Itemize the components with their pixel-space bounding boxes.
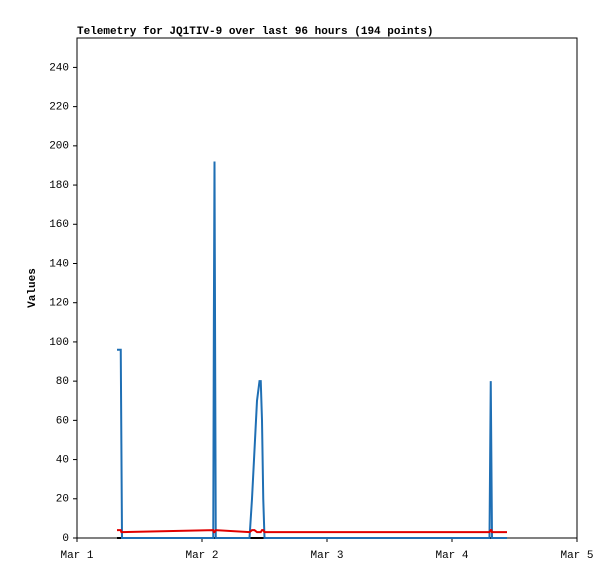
chart-title: Telemetry for JQ1TIV-9 over last 96 hour… [77, 26, 433, 38]
y-tick-label: 40 [56, 454, 69, 466]
y-tick-label: 20 [56, 494, 69, 506]
y-tick-label: 220 [49, 102, 69, 114]
y-tick-label: 120 [49, 298, 69, 310]
plot-frame [76, 37, 578, 539]
y-tick-label: 160 [49, 219, 69, 231]
x-tick-label: Mar 5 [560, 550, 593, 562]
y-tick-label: 100 [49, 337, 69, 349]
y-axis-label: Values [27, 268, 39, 308]
series-line [117, 161, 507, 539]
x-tick-label: Mar 4 [435, 550, 468, 562]
y-tick-label: 60 [56, 415, 69, 427]
y-tick-label: 200 [49, 141, 69, 153]
y-tick-label: 240 [49, 62, 69, 74]
series-line [117, 529, 507, 534]
y-tick-label: 0 [62, 533, 69, 545]
x-tick-label: Mar 1 [60, 550, 93, 562]
x-tick-label: Mar 2 [185, 550, 218, 562]
y-tick-label: 140 [49, 258, 69, 270]
x-tick-label: Mar 3 [310, 550, 343, 562]
y-tick-label: 80 [56, 376, 69, 388]
y-tick-label: 180 [49, 180, 69, 192]
